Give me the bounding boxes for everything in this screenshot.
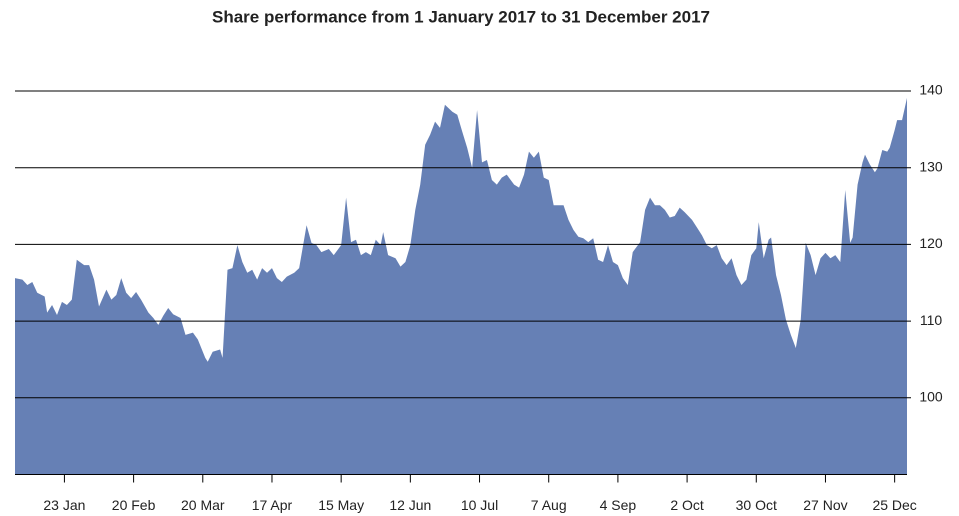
x-tick-label: 23 Jan	[43, 497, 85, 513]
x-tick-label: 27 Nov	[803, 497, 847, 513]
x-tick-label: 2 Oct	[670, 497, 704, 513]
x-tick-label: 7 Aug	[531, 497, 567, 513]
x-tick-label: 20 Mar	[181, 497, 225, 513]
x-tick-label: 20 Feb	[112, 497, 156, 513]
x-tick-label: 25 Dec	[872, 497, 916, 513]
x-tick-label: 10 Jul	[461, 497, 498, 513]
y-tick-label: 100	[919, 389, 943, 405]
y-tick-label: 130	[919, 158, 943, 174]
x-tick-label: 12 Jun	[389, 497, 431, 513]
y-tick-label: 140	[919, 82, 943, 98]
x-tick-label: 4 Sep	[600, 497, 637, 513]
x-tick-label: 15 May	[318, 497, 364, 513]
y-tick-label: 110	[920, 312, 943, 328]
x-tick-label: 17 Apr	[252, 497, 293, 513]
area	[15, 97, 907, 475]
x-tick-label: 30 Oct	[736, 497, 777, 513]
chart-title: Share performance from 1 January 2017 to…	[212, 7, 710, 26]
y-tick-label: 120	[919, 235, 943, 251]
